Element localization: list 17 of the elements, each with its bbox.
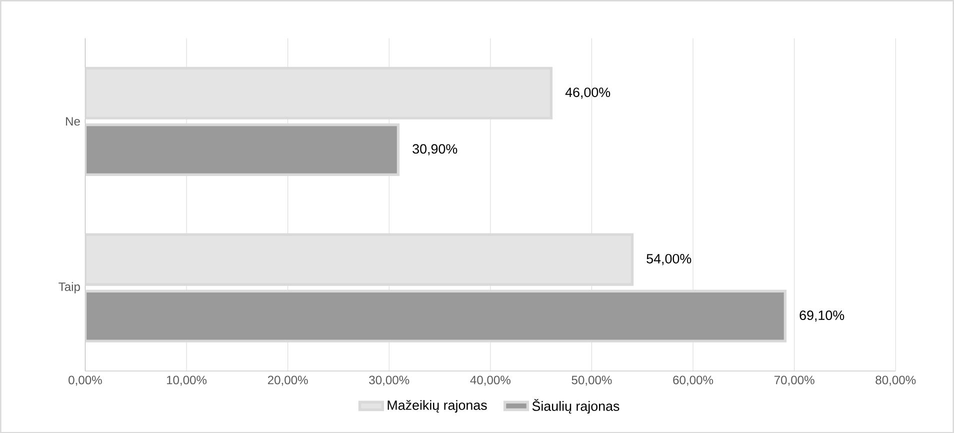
y-tick-label: Taip xyxy=(58,282,80,294)
x-tick-label: 0,00% xyxy=(68,376,102,386)
x-tick-label: 70,00% xyxy=(774,376,814,386)
x-tick-label: 80,00% xyxy=(876,376,916,386)
x-tick-label: 40,00% xyxy=(470,376,510,386)
data-label: 30,90% xyxy=(412,144,458,156)
x-tick-label: 60,00% xyxy=(673,376,714,386)
y-tick-label: Ne xyxy=(66,117,80,126)
data-label: 54,00% xyxy=(646,254,692,265)
legend-label: Mažeikių rajonas xyxy=(388,400,487,412)
x-tick-label: 10,00% xyxy=(166,376,207,386)
x-tick-label: 30,00% xyxy=(369,376,410,386)
x-tick-label: 50,00% xyxy=(572,376,612,386)
data-label: 69,10% xyxy=(800,310,844,322)
data-label: 46,00% xyxy=(565,87,610,99)
x-tick-label: 20,00% xyxy=(268,376,308,386)
legend-label: Šiaulių rajonas xyxy=(532,398,620,414)
